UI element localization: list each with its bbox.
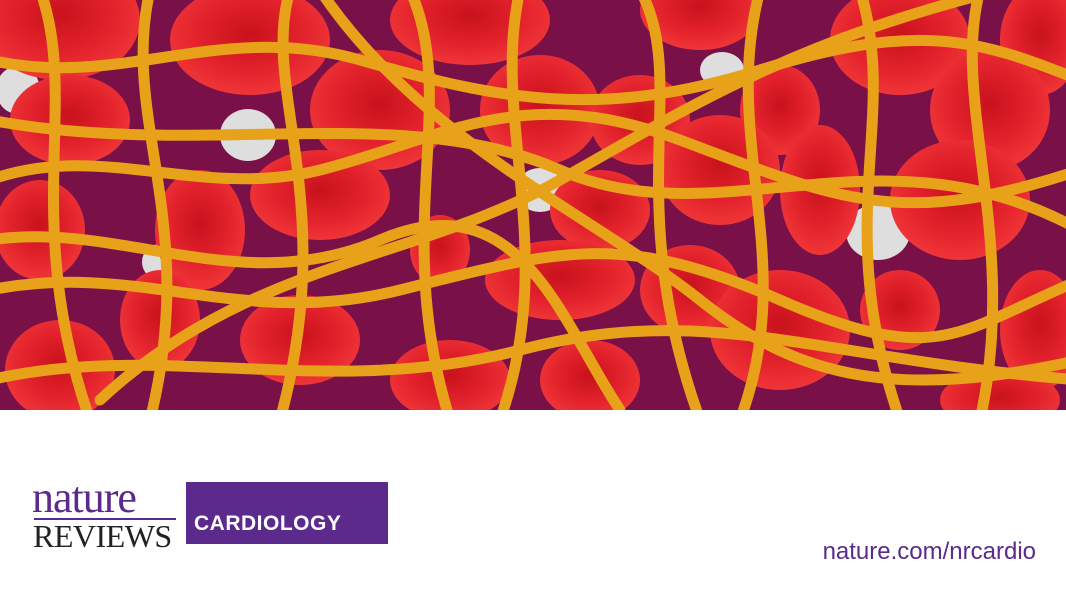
footer: nature REVIEWS CARDIOLOGY nature.com/nrc… [0, 410, 1066, 600]
logo-divider [34, 518, 176, 520]
journal-url-link[interactable]: nature.com/nrcardio [822, 538, 1036, 565]
journal-logo[interactable]: nature REVIEWS CARDIOLOGY [32, 476, 392, 554]
logo-journal-name: CARDIOLOGY [194, 512, 342, 535]
fibrin-strands [0, 0, 1066, 410]
logo-reviews-wordmark: REVIEWS [33, 518, 172, 554]
cover-illustration [0, 0, 1066, 410]
logo-nature-wordmark: nature [32, 473, 137, 522]
logo-journal-box: CARDIOLOGY [186, 482, 388, 544]
blood-clot-illustration [0, 0, 1066, 410]
